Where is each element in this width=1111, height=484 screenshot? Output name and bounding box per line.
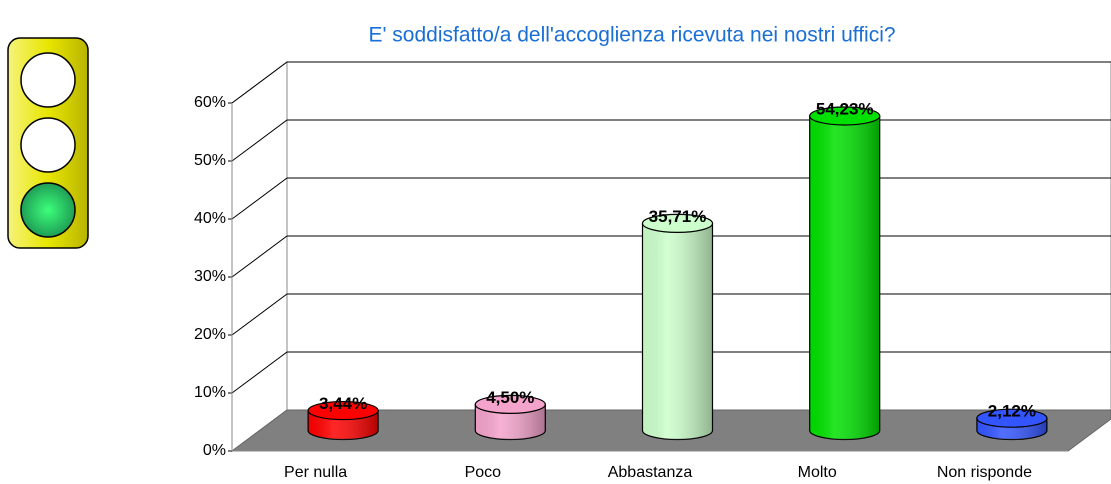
bar-top: [474, 394, 546, 414]
y-tick-label: 10%: [194, 384, 226, 401]
x-tick-label: Per nulla: [284, 464, 347, 481]
bar-shade: [642, 223, 713, 440]
bar-top: [809, 106, 881, 126]
traffic-light: [7, 37, 89, 249]
y-tick-label: 40%: [194, 210, 226, 227]
value-label: 2,12%: [988, 402, 1036, 421]
bar-top: [307, 400, 379, 421]
value-label: 35,71%: [649, 207, 707, 226]
chart-title: E' soddisfatto/a dell'accoglienza ricevu…: [368, 24, 895, 47]
x-tick-label: Poco: [465, 464, 502, 481]
value-label: 4,50%: [486, 388, 534, 407]
bar-shade: [809, 115, 880, 440]
bar-top: [641, 213, 714, 233]
grid-line: [231, 61, 1111, 104]
bar-top: [976, 408, 1048, 428]
bar-shade: [475, 404, 546, 440]
y-tick-label: 30%: [194, 268, 226, 285]
x-tick-label: Non risponde: [937, 464, 1032, 481]
y-tick-label: 60%: [194, 94, 226, 111]
x-tick-label: Abbastanza: [608, 464, 693, 481]
value-label: 54,23%: [816, 99, 874, 118]
y-tick-label: 20%: [194, 326, 226, 343]
y-tick-label: 50%: [194, 152, 226, 169]
value-label: 3,44%: [319, 394, 367, 413]
x-tick-label: Molto: [798, 464, 837, 481]
y-tick-label: 0%: [203, 442, 226, 459]
